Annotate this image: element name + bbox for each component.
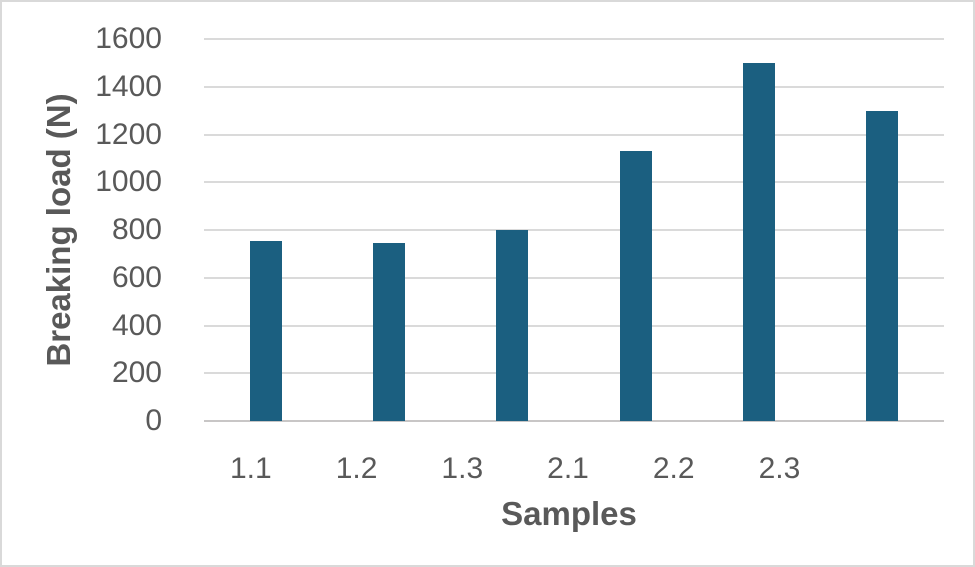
x-label-1.1: 1.1 — [229, 452, 272, 485]
gridline-1600 — [204, 38, 944, 40]
x-label-2.2: 2.2 — [652, 452, 695, 485]
y-tick-1400: 1400 — [95, 69, 162, 103]
y-tick-1200: 1200 — [95, 117, 162, 151]
bar-2.2 — [743, 62, 775, 421]
bar-2.3 — [866, 110, 899, 421]
y-tick-0: 0 — [145, 404, 162, 437]
x-label-1.2: 1.2 — [335, 452, 378, 485]
bar-1.2 — [373, 243, 405, 421]
plot-area — [204, 38, 944, 422]
x-label-2.1: 2.1 — [547, 452, 589, 485]
gridline-400 — [204, 324, 944, 327]
gridline-1000 — [204, 181, 944, 184]
x-label-1.3: 1.3 — [441, 452, 484, 485]
y-tick-1000: 1000 — [95, 165, 162, 199]
bar-2.1 — [619, 151, 652, 421]
y-tick-200: 200 — [111, 356, 162, 390]
x-axis-title: Samples — [501, 495, 637, 532]
gridline-200 — [204, 372, 944, 375]
gridline-1400 — [204, 85, 944, 88]
y-tick-600: 600 — [111, 260, 162, 294]
bar-1.1 — [249, 240, 282, 421]
gridline-1200 — [204, 133, 944, 136]
y-tick-1600: 1600 — [95, 22, 162, 55]
y-tick-400: 400 — [111, 308, 162, 342]
gridline-800 — [204, 229, 944, 231]
y-tick-800: 800 — [111, 213, 162, 246]
bar-1.3 — [496, 230, 529, 421]
x-axis-line — [204, 420, 944, 422]
x-label-2.3: 2.3 — [758, 452, 801, 485]
gridline-600 — [204, 276, 944, 279]
